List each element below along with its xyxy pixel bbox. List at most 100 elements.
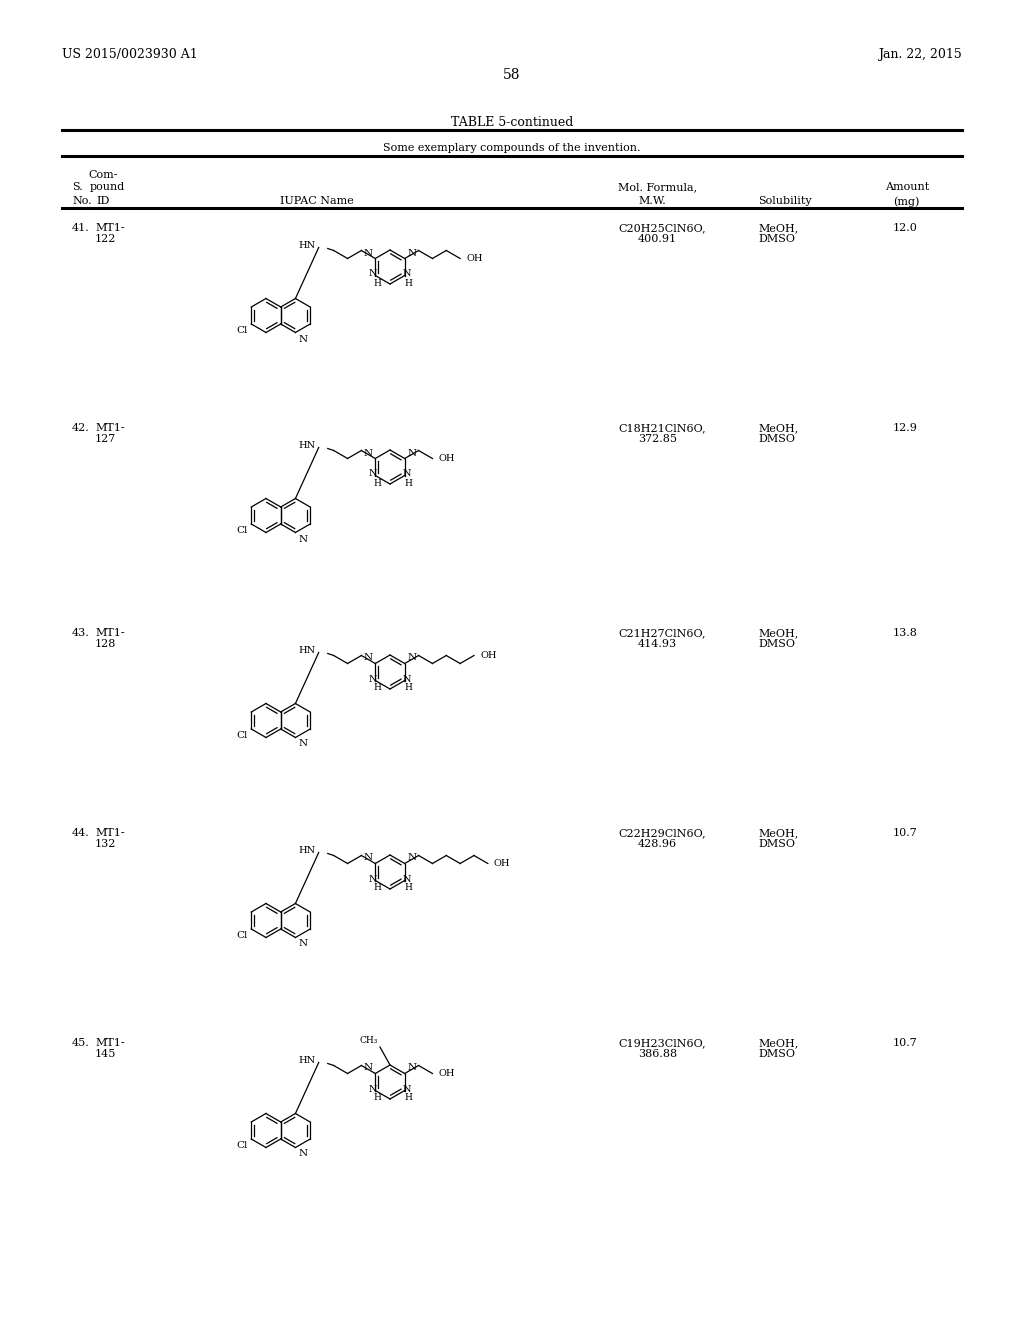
Text: OH: OH: [438, 1069, 455, 1078]
Text: HN: HN: [299, 846, 315, 855]
Text: 13.8: 13.8: [893, 628, 918, 638]
Text: N: N: [369, 874, 378, 883]
Text: 12.9: 12.9: [893, 422, 918, 433]
Text: C21H27ClN6O,: C21H27ClN6O,: [618, 628, 706, 638]
Text: pound: pound: [90, 182, 125, 191]
Text: OH: OH: [494, 859, 510, 869]
Text: DMSO: DMSO: [758, 434, 795, 444]
Text: M.W.: M.W.: [638, 195, 666, 206]
Text: Cl: Cl: [236, 525, 247, 535]
Text: N: N: [298, 940, 307, 949]
Text: N: N: [402, 1085, 411, 1093]
Text: DMSO: DMSO: [758, 1049, 795, 1059]
Text: N: N: [408, 449, 417, 458]
Text: H: H: [404, 684, 413, 693]
Text: Some exemplary compounds of the invention.: Some exemplary compounds of the inventio…: [383, 143, 641, 153]
Text: S.: S.: [72, 182, 83, 191]
Text: N: N: [364, 854, 373, 862]
Text: C20H25ClN6O,: C20H25ClN6O,: [618, 223, 706, 234]
Text: HN: HN: [299, 242, 315, 249]
Text: 10.7: 10.7: [893, 1038, 918, 1048]
Text: N: N: [402, 874, 411, 883]
Text: H: H: [404, 1093, 413, 1102]
Text: MT1-: MT1-: [95, 223, 125, 234]
Text: Solubility: Solubility: [758, 195, 812, 206]
Text: Cl: Cl: [236, 731, 247, 741]
Text: MT1-: MT1-: [95, 828, 125, 838]
Text: MT1-: MT1-: [95, 422, 125, 433]
Text: Com-: Com-: [88, 170, 118, 180]
Text: N: N: [364, 449, 373, 458]
Text: 45.: 45.: [72, 1038, 90, 1048]
Text: C18H21ClN6O,: C18H21ClN6O,: [618, 422, 706, 433]
Text: HN: HN: [299, 441, 315, 450]
Text: N: N: [402, 470, 411, 479]
Text: Jan. 22, 2015: Jan. 22, 2015: [879, 48, 962, 61]
Text: N: N: [298, 1150, 307, 1159]
Text: 128: 128: [95, 639, 117, 649]
Text: MeOH,: MeOH,: [758, 628, 799, 638]
Text: N: N: [369, 269, 378, 279]
Text: MeOH,: MeOH,: [758, 422, 799, 433]
Text: N: N: [298, 535, 307, 544]
Text: 41.: 41.: [72, 223, 90, 234]
Text: DMSO: DMSO: [758, 639, 795, 649]
Text: 400.91: 400.91: [638, 234, 677, 244]
Text: N: N: [408, 653, 417, 663]
Text: H: H: [374, 279, 381, 288]
Text: OH: OH: [466, 253, 482, 263]
Text: Cl: Cl: [236, 931, 247, 940]
Text: MT1-: MT1-: [95, 1038, 125, 1048]
Text: N: N: [298, 334, 307, 343]
Text: Amount: Amount: [885, 182, 929, 191]
Text: Cl: Cl: [236, 326, 247, 335]
Text: HN: HN: [299, 1056, 315, 1065]
Text: US 2015/0023930 A1: US 2015/0023930 A1: [62, 48, 198, 61]
Text: H: H: [404, 479, 413, 487]
Text: HN: HN: [299, 645, 315, 655]
Text: H: H: [374, 479, 381, 487]
Text: 58: 58: [503, 69, 521, 82]
Text: N: N: [298, 739, 307, 748]
Text: N: N: [408, 1064, 417, 1072]
Text: C22H29ClN6O,: C22H29ClN6O,: [618, 828, 706, 838]
Text: No.: No.: [72, 195, 91, 206]
Text: IUPAC Name: IUPAC Name: [280, 195, 353, 206]
Text: 43.: 43.: [72, 628, 90, 638]
Text: Cl: Cl: [236, 1140, 247, 1150]
Text: 122: 122: [95, 234, 117, 244]
Text: N: N: [369, 470, 378, 479]
Text: 10.7: 10.7: [893, 828, 918, 838]
Text: N: N: [369, 675, 378, 684]
Text: MeOH,: MeOH,: [758, 1038, 799, 1048]
Text: H: H: [374, 1093, 381, 1102]
Text: 132: 132: [95, 840, 117, 849]
Text: H: H: [374, 883, 381, 892]
Text: H: H: [374, 684, 381, 693]
Text: H: H: [404, 279, 413, 288]
Text: N: N: [364, 1064, 373, 1072]
Text: N: N: [408, 854, 417, 862]
Text: MeOH,: MeOH,: [758, 828, 799, 838]
Text: ID: ID: [96, 195, 110, 206]
Text: 386.88: 386.88: [638, 1049, 677, 1059]
Text: (mg): (mg): [893, 195, 920, 206]
Text: 372.85: 372.85: [638, 434, 677, 444]
Text: N: N: [408, 248, 417, 257]
Text: N: N: [364, 653, 373, 663]
Text: OH: OH: [480, 651, 497, 660]
Text: C19H23ClN6O,: C19H23ClN6O,: [618, 1038, 706, 1048]
Text: DMSO: DMSO: [758, 234, 795, 244]
Text: 127: 127: [95, 434, 117, 444]
Text: H: H: [404, 883, 413, 892]
Text: MeOH,: MeOH,: [758, 223, 799, 234]
Text: 145: 145: [95, 1049, 117, 1059]
Text: N: N: [402, 675, 411, 684]
Text: N: N: [369, 1085, 378, 1093]
Text: MT1-: MT1-: [95, 628, 125, 638]
Text: 42.: 42.: [72, 422, 90, 433]
Text: N: N: [364, 248, 373, 257]
Text: 414.93: 414.93: [638, 639, 677, 649]
Text: OH: OH: [438, 454, 455, 463]
Text: 12.0: 12.0: [893, 223, 918, 234]
